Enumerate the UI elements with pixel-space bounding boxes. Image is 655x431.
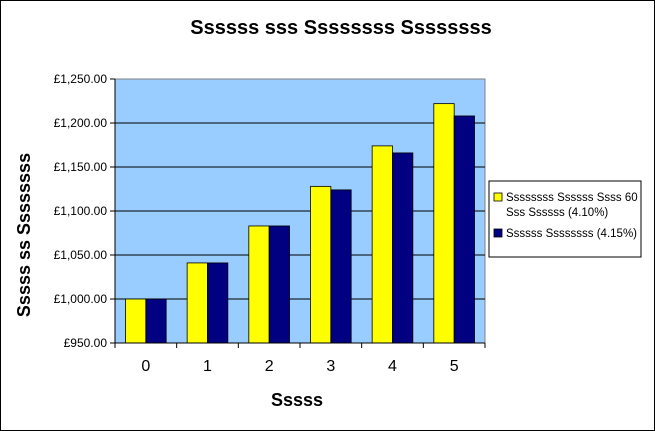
legend-swatch: [493, 228, 503, 238]
x-tick-label: 4: [388, 358, 397, 375]
y-tick-label: £1,150.00: [54, 160, 108, 174]
x-tick-label: 0: [141, 358, 150, 375]
y-tick-label: £1,250.00: [54, 72, 108, 86]
y-tick-label: £1,100.00: [54, 204, 108, 218]
x-tick-label: 3: [326, 358, 335, 375]
axes: [114, 79, 485, 344]
y-axis-title: Sssss ss Ssssssss: [14, 153, 34, 317]
x-tick-label: 2: [265, 358, 274, 375]
bar-series-2: [330, 189, 352, 344]
legend-label: Sss Ssssss (4.10%): [506, 207, 608, 219]
bar-series-1: [248, 225, 270, 344]
x-tick-label: 5: [450, 358, 459, 375]
legend-label: Ssssssss Ssssss Ssss 60: [506, 192, 638, 204]
gridlines: [110, 78, 486, 348]
legend-swatch: [493, 192, 503, 202]
bar-series-1: [433, 103, 455, 344]
y-tick-labels: £950.00 £1,000.00 £1,050.00 £1,100.00 £1,150…: [54, 72, 108, 350]
bar-series-2: [145, 298, 167, 344]
bar-series-1: [310, 185, 332, 344]
y-tick-label: £1,200.00: [54, 116, 108, 130]
y-tick-label: £1,000.00: [54, 292, 108, 306]
bar-series-1: [125, 298, 147, 344]
y-tick-label: £1,050.00: [54, 248, 108, 262]
x-tick-label: 1: [203, 358, 212, 375]
y-tick-label: £950.00: [64, 336, 108, 350]
bar-series-2: [268, 225, 290, 344]
legend: Ssssssss Ssssss Ssss 60 Sss Ssssss (4.10%…: [488, 180, 642, 258]
bar-series-2: [453, 115, 475, 344]
x-tick-labels: 0 1 2 3 4 5: [141, 358, 458, 375]
x-axis-title: Sssss: [271, 390, 323, 410]
legend-box: [488, 180, 642, 258]
legend-label: Ssssss Ssssssss (4.15%): [506, 228, 637, 240]
bar-series-1: [371, 145, 393, 344]
chart-title: Ssssss sss Ssssssss Ssssssss: [190, 17, 491, 39]
bar-series-2: [392, 152, 414, 344]
bars: [125, 103, 475, 344]
bar-series-1: [186, 262, 208, 344]
bar-series-2: [207, 262, 229, 344]
